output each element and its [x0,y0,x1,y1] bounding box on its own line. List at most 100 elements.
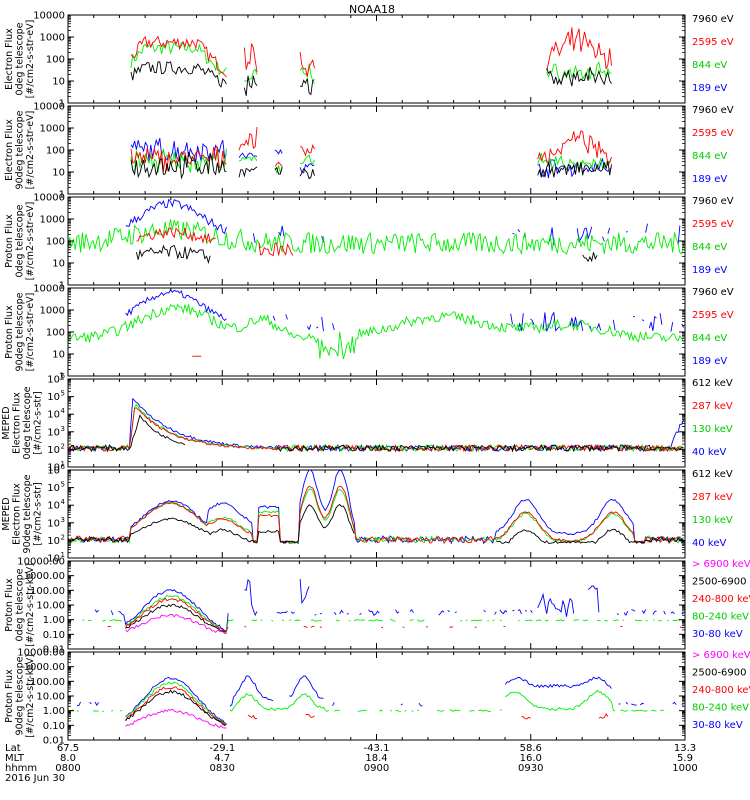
series-trace--6900-kev [125,708,227,729]
x-row-value: 8.0 [60,753,76,764]
legend-entry: 2595 eV [692,310,734,321]
y-axis-label-line: 90deg telescope [15,656,26,735]
x-row-value: 18.4 [365,753,387,764]
y-axis-label-line: [#/cm2-s-str] [33,391,44,454]
y-tick-label: 10 [47,466,60,477]
series-trace-844-ev [130,148,612,175]
y-axis-label-line: Proton Flux [4,305,15,359]
y-tick-label: 10 [47,375,60,386]
y-tick-label: 100.00 [30,586,65,597]
y-axis-label-line: 0deg telescope [15,22,26,95]
y-axis-label-line: 0deg telescope [22,386,33,459]
x-row-value: -29.1 [209,743,235,754]
legend-entry: 240-800 keV [692,685,750,696]
y-axis-label-line: Proton Flux [4,214,15,268]
y-tick-label: 0.10 [43,721,65,732]
series-trace-130-kev [67,488,684,544]
y-tick-exponent: 6 [61,463,66,471]
legend-entry: 2595 eV [692,37,734,48]
x-row-label: MLT [5,753,25,764]
legend-entry: 612 keV [692,378,733,389]
legend-entry: 130 keV [692,424,733,435]
y-tick-exponent: 1 [61,551,65,559]
series-trace-189-ev [125,288,684,332]
y-tick-label: 10 [47,427,60,438]
y-axis-label-line: [#/cm2-s-str-keV] [25,654,36,738]
legend-entry: 287 keV [692,492,733,503]
y-tick-label: 10.00 [36,601,65,612]
y-tick-label: 0.10 [43,630,65,641]
x-row-value: 13.3 [674,743,696,754]
legend-entry: 30-80 keV [692,720,743,731]
y-tick-label: 10 [47,445,60,456]
series-trace-612-kev [67,503,684,545]
x-row-value: 1000 [672,763,697,774]
x-row-value: -43.1 [364,743,390,754]
y-axis-label-line: [#/cm2-s-str-eV] [25,202,36,281]
y-tick-label: 10 [52,168,65,179]
legend-entry: 40 keV [692,538,726,549]
y-tick-label: 10.00 [36,692,65,703]
panel-2: 1 10 100 1000 10000 Electron Flux 90deg telesc… [4,102,734,201]
series-trace-40-kev [67,469,684,545]
x-row-value: 0830 [210,763,235,774]
legend-entry: 612 keV [692,469,733,480]
y-tick-label: 10000.00 [17,557,65,568]
series-trace-844-ev [130,41,612,86]
legend-entry: 7960 eV [692,105,734,116]
panel-frame [67,469,686,559]
y-axis-label-line: [#/cm2-s-str-eV] [25,111,36,190]
legend-entry: 30-80 keV [692,629,743,640]
legend-entry: 287 keV [692,401,733,412]
y-tick-label: 10 [47,501,60,512]
y-tick-label: 1 [59,372,65,383]
series-trace-2595-ev [136,227,294,257]
legend-entry: 189 eV [692,174,727,185]
y-tick-label: 10 [47,536,60,547]
legend-entry: 2500-6900 [692,577,747,588]
y-tick-exponent: 4 [61,498,66,506]
legend-entry: 189 eV [692,356,727,367]
y-tick-label: 1 [59,281,65,292]
x-row-value: 0930 [518,763,543,774]
y-axis-label-line: Electron Flux [4,119,15,181]
series-trace-612-kev [67,414,684,453]
legend-entry: 189 eV [692,83,727,94]
y-tick-label: 10 [52,77,65,88]
y-tick-label: 100 [46,55,65,66]
series-trace-40-kev [67,397,684,453]
y-tick-exponent: 1 [61,460,65,468]
y-tick-label: 10 [52,259,65,270]
x-axis-labels: Lat 67.5 -29.1 -43.1 58.6 13.3 MLT 8.0 4.7 18.4 16… [5,743,698,784]
y-tick-label: 1.00 [43,615,65,626]
y-axis-label-line: Electron Flux [12,392,23,454]
y-tick-label: 10 [47,392,60,403]
panel-frame [67,105,686,195]
legend-entry: 80-240 keV [692,612,749,623]
series-trace-287-kev [67,407,684,453]
y-tick-label: 100 [46,328,65,339]
legend-entry: 844 eV [692,60,727,71]
y-tick-label: 10000 [33,284,65,295]
y-tick-label: 10000 [33,11,65,22]
y-tick-label: 10 [47,483,60,494]
y-axis-label-line: 0deg telescope [15,204,26,277]
legend-entry: 2595 eV [692,219,734,230]
y-tick-label: 100 [46,237,65,248]
y-tick-exponent: 5 [61,481,65,489]
series-trace-2500-6900 [125,689,227,726]
y-axis-label-line: Electron Flux [4,28,15,90]
y-tick-label: 10000 [33,102,65,113]
y-tick-label: 1 [59,190,65,201]
y-tick-exponent: 4 [61,407,66,415]
y-tick-label: 10 [47,410,60,421]
series-trace-80-240-kev [70,682,684,725]
series-trace-30-80-kev [94,578,684,632]
legend-entry: 130 keV [692,515,733,526]
y-tick-label: 10 [47,518,60,529]
